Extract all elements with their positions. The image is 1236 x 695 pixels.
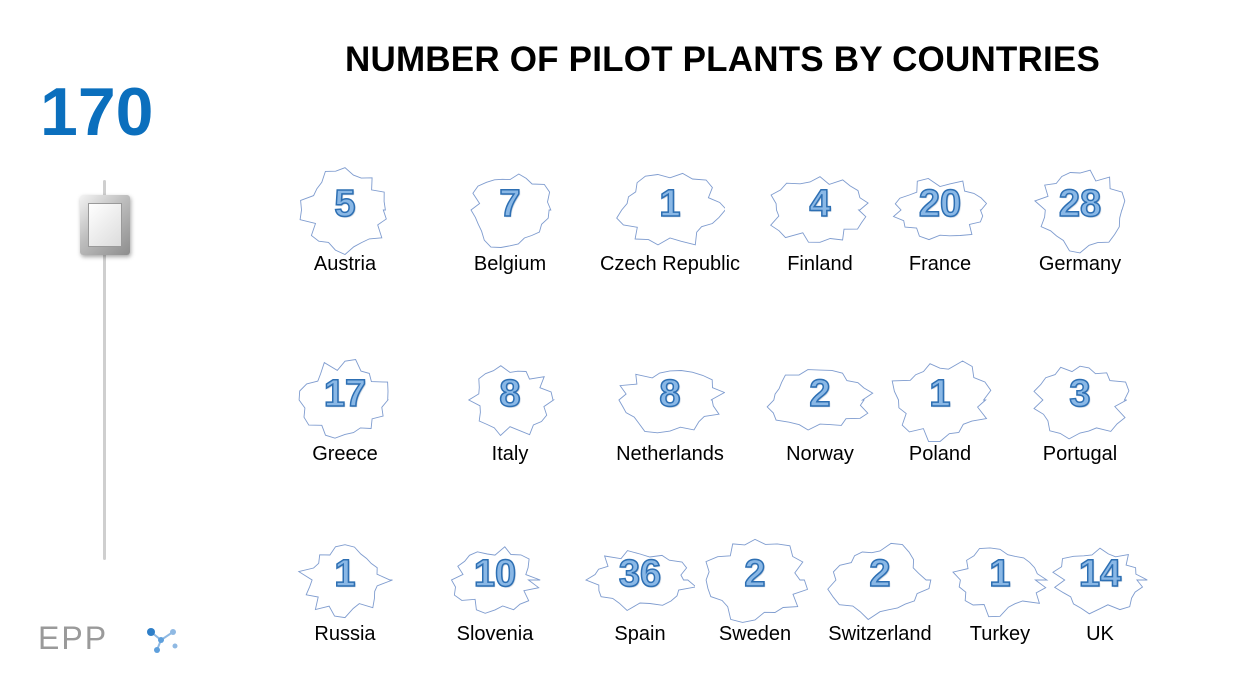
country-count: 1 bbox=[659, 183, 682, 225]
country-count: 3 bbox=[1069, 373, 1092, 415]
country-map-outline bbox=[892, 178, 988, 241]
country-greece: 17 Greece bbox=[270, 355, 420, 475]
country-label: Greece bbox=[312, 443, 378, 465]
country-map-outline bbox=[766, 369, 874, 431]
country-label: Finland bbox=[787, 253, 853, 275]
country-map-outline bbox=[1052, 547, 1148, 615]
country-count: 17 bbox=[323, 373, 367, 415]
country-italy: 8 Italy bbox=[435, 355, 585, 475]
country-count: 10 bbox=[473, 553, 517, 595]
country-map-outline bbox=[585, 550, 695, 612]
country-label: Germany bbox=[1038, 253, 1122, 275]
epp-logo: EPP bbox=[38, 620, 109, 656]
country-sweden: 2 Sweden bbox=[680, 535, 830, 655]
country-slovenia: 10 Slovenia bbox=[420, 535, 570, 655]
country-map-outline bbox=[297, 544, 393, 619]
country-label: Norway bbox=[786, 443, 854, 465]
country-portugal: 3 Portugal bbox=[1005, 355, 1155, 475]
country-austria: 5 Austria bbox=[270, 165, 420, 285]
country-map-outline bbox=[1033, 365, 1130, 440]
country-label: UK bbox=[1086, 623, 1114, 645]
country-map-outline bbox=[770, 176, 869, 243]
country-switzerland: 2 Switzerland bbox=[805, 535, 955, 655]
country-label: Netherlands bbox=[616, 443, 724, 465]
country-france: 20 France bbox=[865, 165, 1015, 285]
country-count: 2 bbox=[809, 373, 832, 415]
chart-title: NUMBER OF PILOT PLANTS BY COUNTRIES bbox=[345, 40, 1100, 79]
country-turkey: 1 Turkey bbox=[925, 535, 1075, 655]
country-label: Russia bbox=[314, 623, 376, 645]
country-map-outline bbox=[470, 173, 552, 248]
country-map-outline bbox=[952, 547, 1049, 618]
logo-dots-icon bbox=[147, 628, 178, 653]
country-map-outline bbox=[618, 370, 725, 434]
country-count: 1 bbox=[989, 553, 1012, 595]
country-spain: 36 Spain bbox=[565, 535, 715, 655]
country-map-outline bbox=[616, 172, 725, 246]
country-map-outline bbox=[450, 546, 541, 614]
country-label: Poland bbox=[908, 443, 972, 465]
country-count: 14 bbox=[1078, 553, 1122, 595]
country-count: 20 bbox=[918, 183, 962, 225]
country-label: Slovenia bbox=[456, 623, 534, 645]
country-label: Spain bbox=[614, 623, 666, 645]
country-count: 8 bbox=[499, 373, 522, 415]
country-czech-republic: 1 Czech Republic bbox=[595, 165, 745, 285]
country-uk: 14 UK bbox=[1025, 535, 1175, 655]
country-map-outline bbox=[467, 365, 555, 437]
country-map-outline bbox=[891, 360, 992, 443]
country-norway: 2 Norway bbox=[745, 355, 895, 475]
country-count: 5 bbox=[334, 183, 357, 225]
country-belgium: 7 Belgium bbox=[435, 165, 585, 285]
country-map-outline bbox=[1034, 169, 1126, 254]
country-count: 1 bbox=[334, 553, 357, 595]
country-russia: 1 Russia bbox=[270, 535, 420, 655]
country-label: Portugal bbox=[1042, 443, 1118, 465]
country-label: Czech Republic bbox=[599, 253, 741, 275]
country-label: Austria bbox=[313, 253, 377, 275]
country-count: 1 bbox=[929, 373, 952, 415]
country-netherlands: 8 Netherlands bbox=[595, 355, 745, 475]
country-count: 8 bbox=[659, 373, 682, 415]
country-count: 2 bbox=[744, 553, 767, 595]
slider-track[interactable] bbox=[103, 180, 106, 560]
country-count: 2 bbox=[869, 553, 892, 595]
country-label: Belgium bbox=[473, 253, 547, 275]
country-count: 36 bbox=[618, 553, 662, 595]
country-map-outline bbox=[298, 359, 389, 439]
country-label: Sweden bbox=[718, 623, 792, 645]
total-count: 170 bbox=[40, 74, 154, 150]
country-count: 7 bbox=[499, 183, 522, 225]
country-poland: 1 Poland bbox=[865, 355, 1015, 475]
country-germany: 28 Germany bbox=[1005, 165, 1155, 285]
country-map-outline bbox=[705, 538, 809, 623]
slider-handle[interactable] bbox=[80, 195, 130, 255]
country-map-outline bbox=[299, 167, 387, 255]
country-finland: 4 Finland bbox=[745, 165, 895, 285]
country-count: 4 bbox=[809, 183, 832, 225]
country-label: France bbox=[908, 253, 972, 275]
country-label: Switzerland bbox=[828, 623, 932, 645]
country-count: 28 bbox=[1058, 183, 1102, 225]
country-label: Turkey bbox=[969, 623, 1031, 645]
country-map-outline bbox=[827, 542, 932, 621]
country-label: Italy bbox=[491, 443, 529, 465]
